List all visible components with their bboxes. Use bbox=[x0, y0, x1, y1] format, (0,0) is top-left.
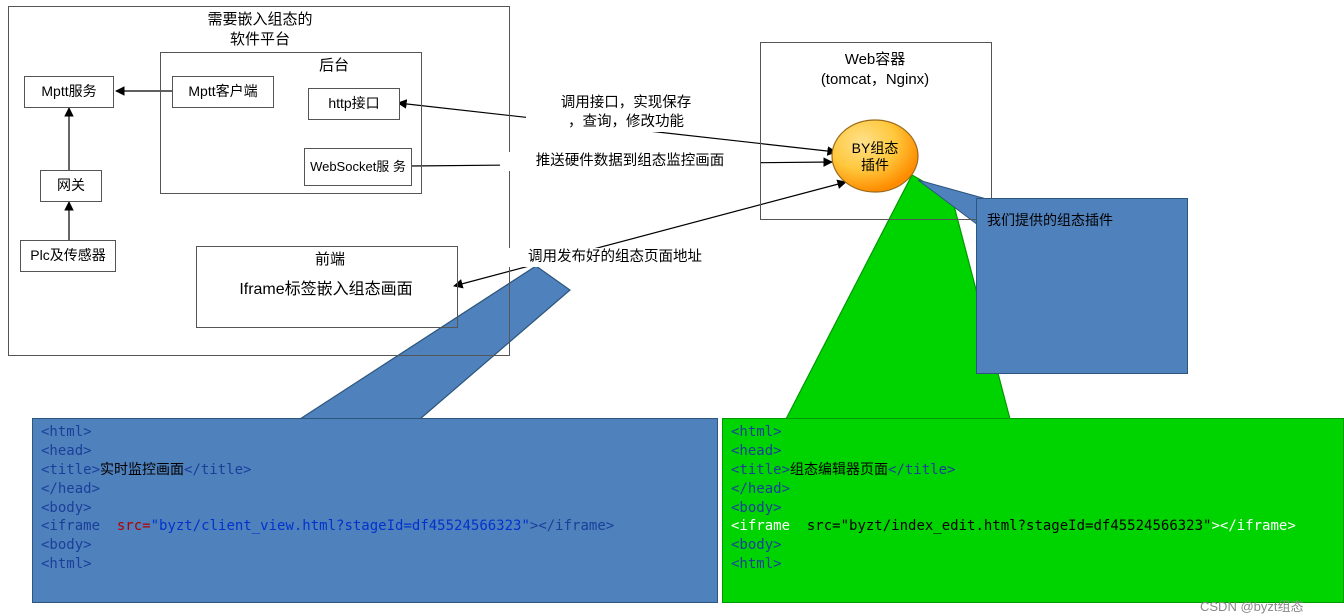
node-http-api: http接口 bbox=[308, 88, 400, 120]
plugin-note-text: 我们提供的组态插件 bbox=[987, 211, 1113, 230]
node-mptt-client: Mptt客户端 bbox=[172, 76, 274, 108]
node-plc-sensors: Plc及传感器 bbox=[20, 240, 116, 272]
plugin-label: BY组态 插件 bbox=[842, 140, 908, 174]
node-websocket-service: WebSocket服 务 bbox=[304, 148, 412, 186]
watermark: CSDN @byzt组态 bbox=[1200, 596, 1304, 615]
web-container-title: Web容器 (tomcat，Nginx) bbox=[790, 50, 960, 89]
edge-label-iframe: 调用发布好的组态页面地址 bbox=[500, 248, 730, 267]
plugin-note-box: 我们提供的组态插件 bbox=[976, 198, 1188, 374]
edge-label-ws: 推送硬件数据到组态监控画面 bbox=[500, 152, 760, 171]
backend-title: 后台 bbox=[304, 56, 364, 76]
node-mptt-service: Mptt服务 bbox=[24, 76, 114, 108]
edge-label-http: 调用接口，实现保存 ，查询，修改功能 bbox=[526, 94, 726, 132]
node-gateway: 网关 bbox=[40, 170, 102, 202]
iframe-embed-label: Iframe标签嵌入组态画面 bbox=[210, 280, 442, 301]
platform-title: 需要嵌入组态的 软件平台 bbox=[150, 10, 370, 49]
code-block-left: <html><head><title>实时监控画面</title></head>… bbox=[32, 418, 718, 603]
code-block-right: <html><head><title>组态编辑器页面</title></head… bbox=[722, 418, 1344, 603]
frontend-title: 前端 bbox=[300, 250, 360, 270]
